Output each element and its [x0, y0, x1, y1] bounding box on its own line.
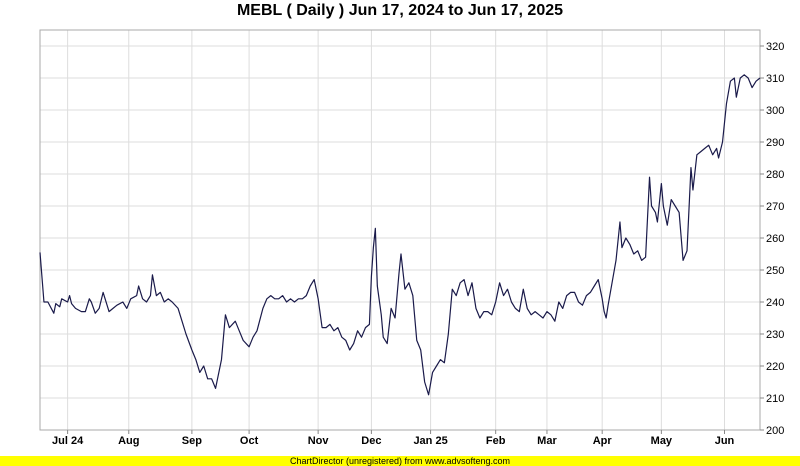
y-tick-label: 200 [766, 425, 784, 437]
x-tick-label: Jan 25 [413, 435, 447, 447]
price-series-line [39, 74, 761, 396]
y-axis: 200 210 220 230 240 250 260 270 280 290 300 310 320 [760, 41, 784, 437]
y-tick-label: 260 [766, 233, 784, 245]
x-tick-label: Sep [182, 435, 202, 447]
y-tick-label: 320 [766, 41, 784, 53]
x-tick-label: Jul 24 [52, 435, 84, 447]
y-tick-label: 300 [766, 105, 784, 117]
x-tick-label: Oct [240, 435, 259, 447]
grid-layer [40, 30, 760, 431]
y-tick-label: 290 [766, 137, 784, 149]
y-tick-label: 220 [766, 361, 784, 373]
plot-frame [39, 29, 761, 431]
y-tick-label: 250 [766, 265, 784, 277]
y-tick-label: 270 [766, 201, 784, 213]
x-tick-label: Apr [593, 435, 613, 447]
series-layer [39, 74, 761, 396]
x-axis: Jul 24 Aug Sep Oct Nov Dec Jan 25 Feb Mar Apr May J… [52, 430, 735, 447]
x-tick-label: Nov [308, 435, 330, 447]
x-tick-label: Jun [715, 435, 735, 447]
y-tick-label: 210 [766, 393, 784, 405]
footer-credit-banner: ChartDirector (unregistered) from www.ad… [0, 456, 800, 466]
y-tick-label: 280 [766, 169, 784, 181]
x-tick-label: Dec [361, 435, 381, 447]
x-tick-label: May [651, 435, 673, 447]
x-tick-label: Aug [118, 435, 139, 447]
chart-title: MEBL ( Daily ) Jun 17, 2024 to Jun 17, 2… [236, 2, 564, 19]
x-tick-label: Mar [537, 435, 557, 447]
y-tick-label: 230 [766, 329, 784, 341]
y-tick-label: 310 [766, 73, 784, 85]
y-tick-label: 240 [766, 297, 784, 309]
x-tick-label: Feb [486, 435, 506, 447]
